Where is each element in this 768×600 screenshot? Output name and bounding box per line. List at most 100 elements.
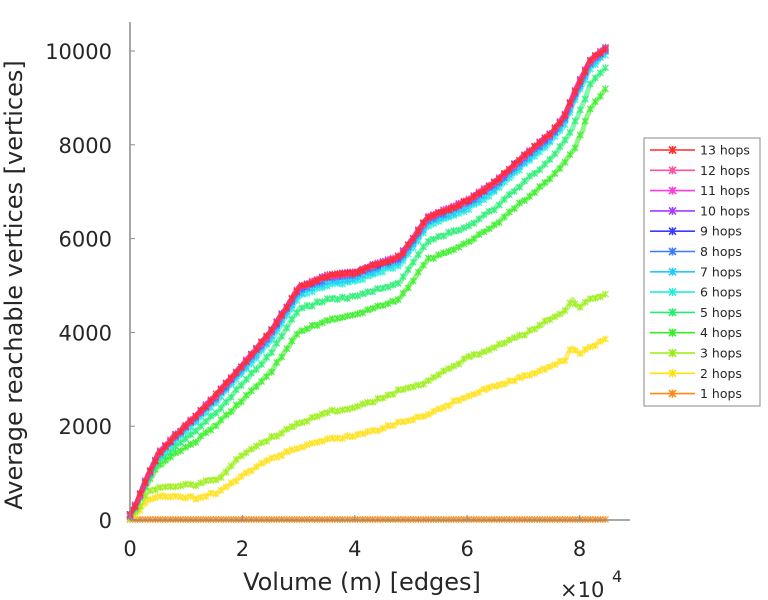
legend-label: 13 hops [700, 143, 750, 158]
series-marker [541, 317, 549, 325]
series-marker [419, 261, 427, 269]
series-marker [581, 95, 589, 103]
series-marker [333, 407, 341, 415]
series-marker [222, 468, 230, 476]
series-marker [359, 309, 367, 317]
series-marker [460, 240, 468, 248]
series-marker [526, 371, 534, 379]
series-marker [510, 377, 518, 385]
series-marker [480, 348, 488, 356]
series-marker [561, 158, 569, 166]
legend-label: 9 hops [700, 224, 742, 239]
legend-item: 13 hops [650, 143, 750, 158]
series-marker [293, 330, 301, 338]
y-tick-label: 0 [99, 509, 112, 533]
series-marker [460, 355, 468, 363]
series-marker [576, 303, 584, 311]
series-marker [323, 273, 331, 281]
series-marker [192, 495, 200, 503]
series-marker [242, 449, 250, 457]
series-line [127, 46, 608, 518]
series-line [127, 45, 606, 517]
series-marker [602, 64, 609, 72]
legend: 13 hops 12 hops 11 hops 10 hops 9 hops 8 hops… [643, 137, 761, 407]
series-marker [384, 258, 392, 266]
series-marker [551, 313, 559, 321]
series-marker [536, 367, 544, 375]
series-marker [323, 317, 331, 324]
legend-item: 2 hops [650, 366, 742, 381]
series-marker [263, 456, 271, 464]
series-marker [359, 290, 367, 298]
series-marker [258, 338, 265, 346]
series-line [127, 48, 606, 518]
series-marker [192, 482, 200, 490]
series-marker [571, 144, 579, 152]
series-marker [556, 165, 564, 172]
series-marker [409, 416, 417, 424]
series-marker [430, 212, 437, 220]
legend-label: 12 hops [700, 163, 750, 178]
series-marker [536, 183, 544, 190]
series-marker [151, 486, 159, 494]
legend-marker-icon [668, 206, 677, 215]
series-marker [283, 448, 291, 455]
series-marker [510, 160, 518, 168]
legend-label: 1 hops [700, 386, 742, 401]
series-marker [394, 279, 402, 287]
series-marker [384, 300, 392, 308]
series-marker [435, 371, 442, 379]
series-marker [313, 276, 321, 284]
series-marker [338, 293, 346, 301]
series-line [127, 52, 606, 517]
series-marker [485, 346, 493, 354]
series-marker [212, 422, 220, 430]
series-marker [445, 228, 453, 236]
series-marker [202, 403, 210, 411]
series-marker [505, 208, 513, 216]
series-marker [293, 287, 301, 295]
series-marker [399, 249, 407, 257]
x-tick-label: 0 [123, 537, 136, 561]
series-marker [202, 493, 210, 500]
series-marker [151, 494, 159, 502]
legend-item: 7 hops [650, 264, 742, 279]
series-marker [581, 298, 589, 306]
series-marker [586, 343, 594, 351]
series-marker [278, 311, 286, 319]
series-marker [313, 298, 321, 306]
series-marker [475, 351, 483, 359]
series-marker [242, 357, 250, 365]
series-marker [551, 150, 559, 158]
series-marker [146, 495, 154, 503]
series-marker [288, 423, 296, 430]
legend-item: 6 hops [650, 285, 742, 300]
series-marker [435, 405, 442, 413]
series-marker [546, 363, 554, 371]
series-11-hops [126, 46, 609, 520]
series-marker [237, 452, 245, 460]
series-marker [480, 228, 488, 236]
series-marker [187, 417, 195, 425]
series-marker [485, 207, 493, 215]
series-marker [404, 241, 412, 249]
series-marker [207, 397, 215, 405]
series-marker [252, 442, 260, 450]
series-marker [480, 211, 488, 219]
series-marker [430, 407, 437, 415]
series-marker [197, 406, 205, 414]
series-marker [495, 201, 503, 209]
legend-marker-icon [668, 328, 677, 337]
series-marker [131, 503, 139, 511]
series-marker [278, 332, 286, 340]
series-8-hops [126, 47, 609, 520]
y-tick-label: 6000 [59, 228, 112, 252]
series-marker [379, 394, 387, 402]
series-marker [394, 252, 402, 260]
series-10-hops [126, 44, 609, 519]
series-marker [465, 196, 473, 204]
series-marker [480, 385, 488, 393]
series-marker [328, 406, 336, 414]
series-line [127, 47, 607, 517]
